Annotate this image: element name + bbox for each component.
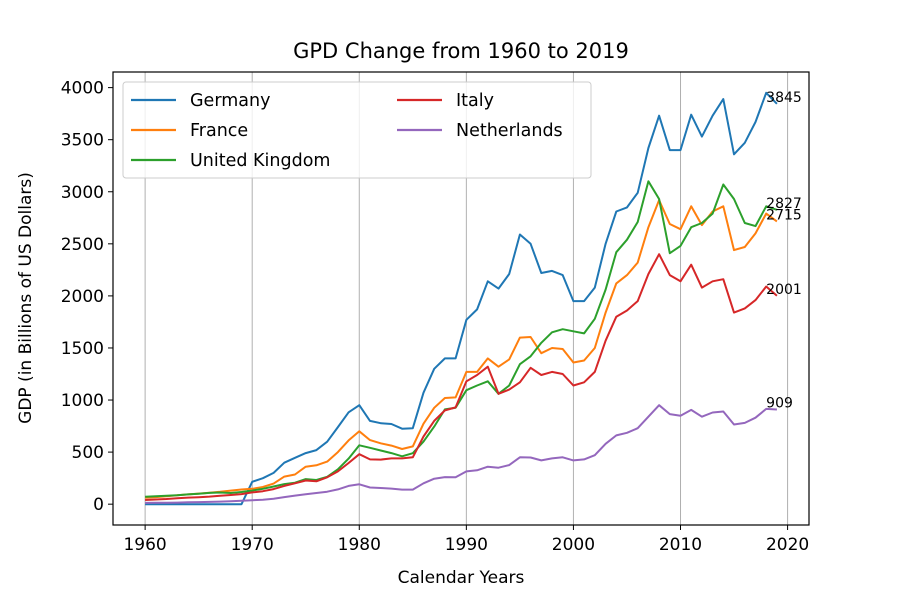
- plot-frame: [112, 71, 810, 526]
- y-tick-label: 4000: [61, 79, 104, 99]
- legend: Germany France United Kingdom Italy Netherla…: [122, 81, 592, 179]
- x-tick-label: 1970: [231, 535, 274, 555]
- series-lines: [145, 91, 778, 506]
- y-tick-label: 1000: [61, 391, 104, 411]
- series-line-germany: [145, 91, 778, 506]
- end-value-label: 2001: [766, 282, 802, 298]
- series-line-italy: [145, 253, 778, 501]
- y-tick-label: 1500: [61, 339, 104, 359]
- legend-box: [122, 81, 592, 179]
- legend-label: United Kingdom: [190, 151, 330, 171]
- end-value-label: 2827: [766, 196, 802, 212]
- y-tick-label: 0: [93, 495, 104, 515]
- legend-label: France: [190, 121, 248, 141]
- x-tick-label: 2000: [552, 535, 595, 555]
- axis-ticks: 1960 1970 1980 1990 2000 2010 2020 0 500 1000 1500…: [61, 79, 809, 555]
- end-value-label: 2715: [766, 207, 802, 223]
- x-tick-label: 2020: [766, 535, 809, 555]
- y-tick-label: 500: [72, 443, 104, 463]
- x-tick-label: 2010: [659, 535, 702, 555]
- series-line-netherlands: [145, 404, 777, 504]
- chart-title: GPD Change from 1960 to 2019: [293, 39, 629, 63]
- end-value-label: 909: [766, 396, 793, 412]
- series-line-france: [145, 199, 778, 499]
- legend-label: Germany: [190, 91, 270, 111]
- legend-label: Italy: [456, 91, 494, 111]
- end-value-label: 3845: [766, 90, 802, 106]
- series-line-united-kingdom: [145, 180, 778, 498]
- legend-label: Netherlands: [456, 121, 563, 141]
- y-tick-label: 3000: [61, 183, 104, 203]
- x-tick-label: 1980: [338, 535, 381, 555]
- x-tick-label: 1990: [445, 535, 488, 555]
- y-tick-label: 2500: [61, 235, 104, 255]
- y-axis-title: GDP (in Billions of US Dollars): [16, 172, 36, 424]
- y-tick-label: 3500: [61, 131, 104, 151]
- x-axis-title: Calendar Years: [398, 568, 525, 588]
- x-tick-label: 1960: [123, 535, 166, 555]
- y-tick-label: 2000: [61, 287, 104, 307]
